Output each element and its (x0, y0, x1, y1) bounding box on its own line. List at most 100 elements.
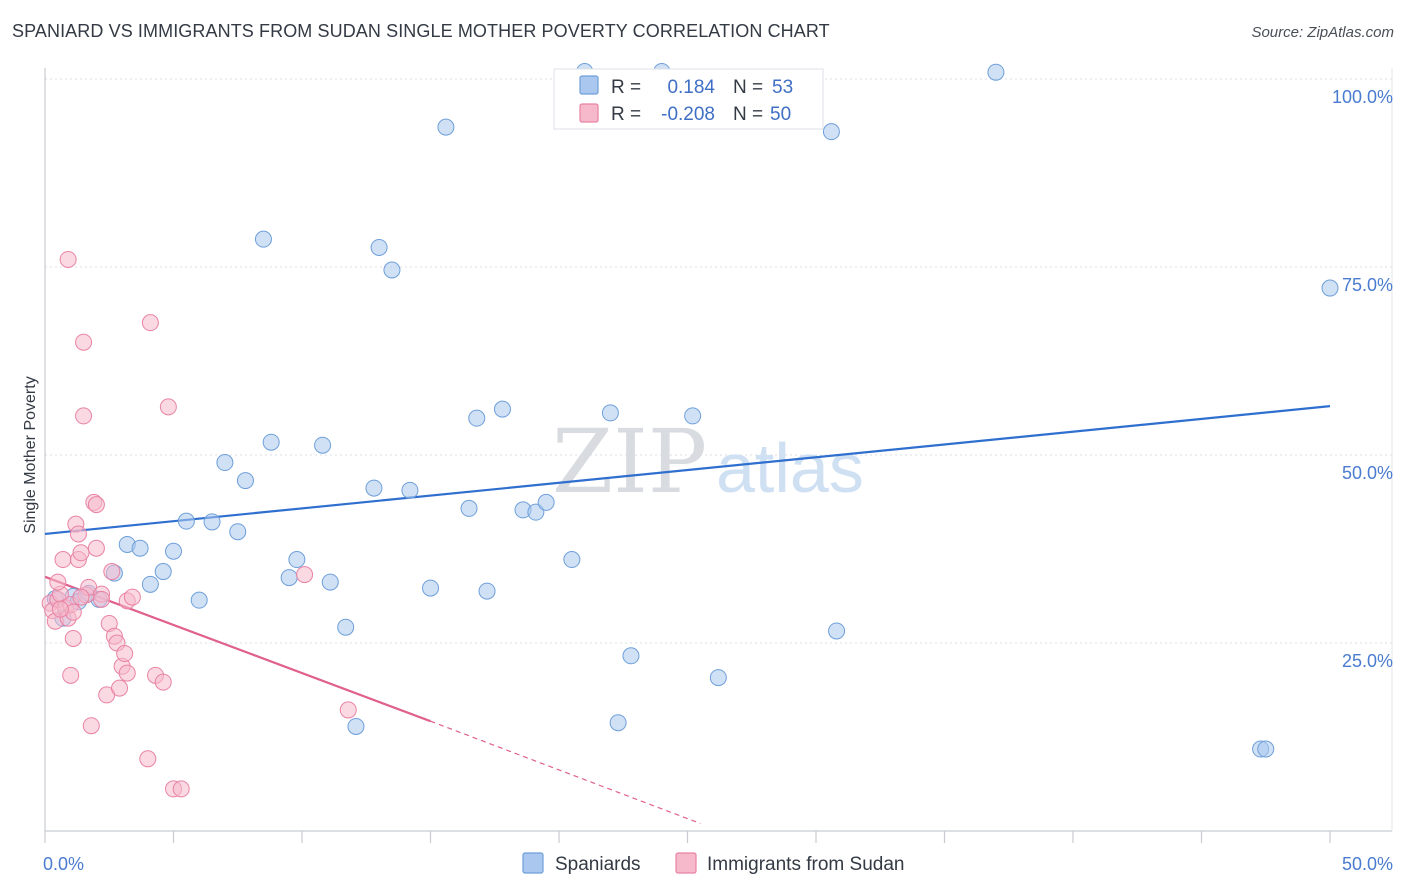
point-sudan (339, 701, 357, 719)
point-spaniards (370, 238, 388, 256)
point-sudan (93, 590, 111, 608)
point-spaniards (165, 542, 182, 560)
point-spaniards (347, 717, 365, 735)
point-sudan (172, 780, 190, 798)
point-sudan (87, 539, 105, 557)
legend-r-value: 0.184 (667, 77, 715, 98)
legend-r-label: R = (611, 104, 641, 125)
gridlines (45, 78, 1392, 644)
point-spaniards (828, 622, 846, 640)
point-sudan (118, 664, 136, 682)
y-tick-label: 50.0% (1342, 463, 1393, 483)
trend-line-sudan-extension (430, 720, 701, 825)
trend-line-spaniards (44, 405, 1331, 536)
axes (44, 68, 1393, 843)
point-spaniards (622, 647, 640, 665)
y-tick-labels: 100.0% 75.0% 50.0% 25.0% (1332, 87, 1393, 671)
point-spaniards (401, 481, 419, 499)
point-spaniards (987, 63, 1005, 81)
point-spaniards (684, 407, 702, 425)
y-tick-label: 100.0% (1332, 87, 1393, 107)
chart-title: SPANIARD VS IMMIGRANTS FROM SUDAN SINGLE… (12, 21, 830, 41)
point-sudan (141, 314, 159, 332)
y-tick-label: 25.0% (1342, 651, 1393, 671)
point-spaniards (229, 523, 247, 541)
legend-n-label: N = (733, 104, 763, 125)
watermark-zip: ZIP (552, 410, 707, 513)
legend-r-label: R = (611, 77, 641, 98)
chart-source: Source: ZipAtlas.com (1251, 24, 1394, 41)
bottom-legend-label-sudan: Immigrants from Sudan (707, 854, 904, 875)
point-sudan (64, 629, 82, 647)
point-spaniards (822, 123, 840, 141)
point-sudan (82, 717, 100, 735)
legend-n-value: 50 (770, 104, 791, 125)
watermark-atlas: atlas (716, 429, 864, 507)
point-spaniards (563, 551, 581, 569)
point-spaniards (254, 230, 272, 248)
legend-r-value: -0.208 (661, 104, 715, 125)
point-sudan (54, 551, 72, 569)
point-spaniards (177, 512, 195, 530)
point-spaniards (190, 591, 208, 609)
point-spaniards (131, 539, 149, 557)
point-spaniards (609, 714, 627, 732)
bottom-legend-swatch-sudan (675, 852, 697, 874)
legend-n-value: 53 (772, 77, 793, 98)
legend-swatch-spaniards (579, 75, 599, 95)
point-spaniards (709, 669, 727, 687)
point-sudan (51, 600, 69, 618)
x-tick-labels: 0.0% 50.0% (43, 854, 1393, 874)
point-spaniards (262, 433, 280, 451)
point-spaniards (601, 404, 619, 422)
point-sudan (296, 566, 314, 584)
point-spaniards (288, 551, 306, 569)
point-sudan (103, 563, 121, 581)
point-sudan (59, 250, 77, 268)
point-spaniards (422, 579, 439, 597)
point-spaniards (337, 618, 355, 636)
x-tick-label: 50.0% (1342, 854, 1393, 874)
point-sudan (111, 679, 129, 697)
legend-swatch-sudan (579, 103, 599, 123)
point-sudan (72, 588, 90, 606)
point-spaniards (493, 400, 511, 418)
point-spaniards (478, 582, 496, 600)
point-sudan (75, 407, 93, 425)
point-sudan (154, 673, 172, 691)
y-axis-label: Single Mother Poverty (22, 376, 39, 533)
point-sudan (139, 750, 157, 768)
point-spaniards (527, 503, 545, 521)
point-sudan (116, 645, 134, 663)
point-sudan (75, 333, 93, 351)
point-sudan (62, 666, 80, 684)
point-spaniards (203, 513, 221, 531)
point-spaniards (321, 573, 339, 591)
legend-box: R = 0.184 N = 53 R = -0.208 N = 50 (553, 68, 824, 130)
point-sudan (49, 573, 67, 591)
point-spaniards (216, 454, 234, 472)
x-tick-label: 0.0% (43, 854, 84, 874)
bottom-legend-swatch-spaniards (522, 852, 544, 874)
bottom-legend-label-spaniards: Spaniards (555, 854, 641, 875)
y-tick-label: 75.0% (1342, 275, 1393, 295)
point-sudan (159, 398, 177, 416)
bottom-legend: Spaniards Immigrants from Sudan (522, 852, 904, 875)
point-spaniards (141, 575, 159, 593)
point-sudan (69, 525, 87, 543)
point-spaniards (468, 409, 486, 427)
point-spaniards (1257, 740, 1275, 758)
point-spaniards (437, 118, 455, 136)
point-spaniards (1321, 279, 1339, 297)
point-sudan (87, 496, 105, 514)
legend-box-frame (553, 68, 824, 130)
point-spaniards (365, 479, 383, 497)
point-spaniards (280, 569, 298, 587)
point-sudan (72, 544, 90, 562)
point-sudan (123, 588, 141, 606)
point-spaniards (236, 472, 254, 490)
point-spaniards (460, 499, 478, 517)
watermark: ZIP atlas (552, 410, 864, 513)
point-spaniards (537, 493, 555, 511)
